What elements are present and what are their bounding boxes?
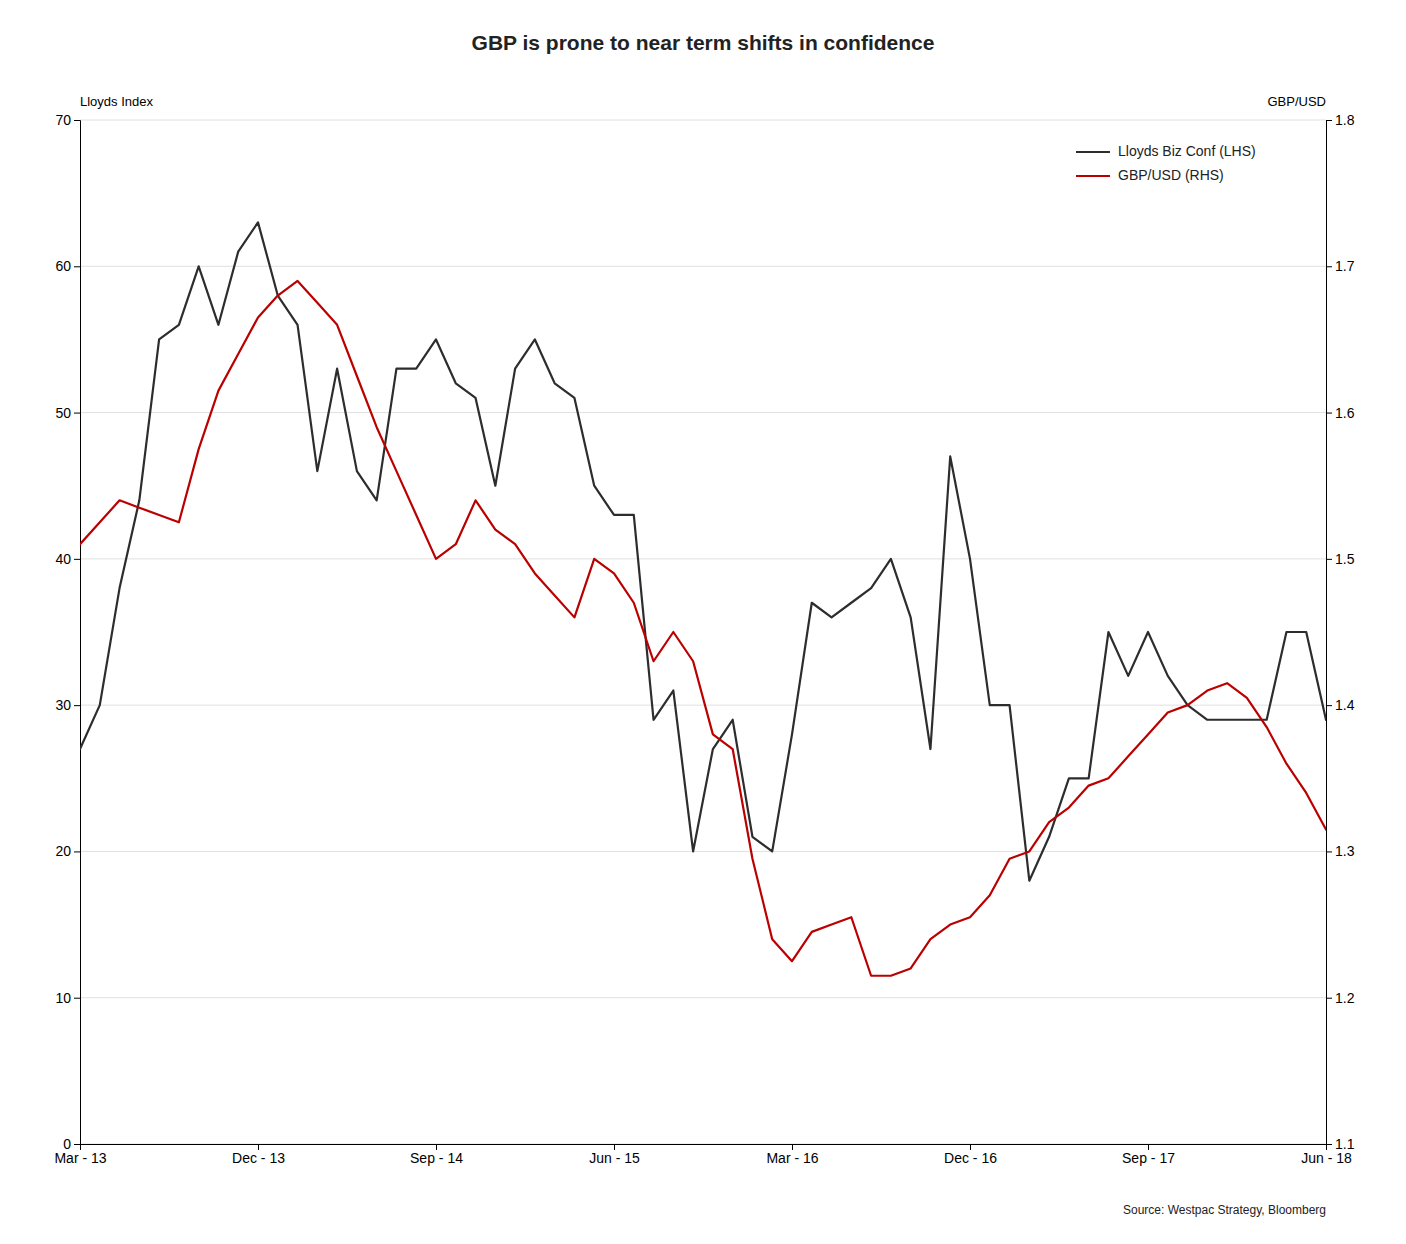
x-tick-label: Mar - 16 bbox=[766, 1150, 818, 1166]
grid-line bbox=[80, 558, 1326, 559]
y2-tick-label: 1.3 bbox=[1335, 843, 1355, 859]
x-tick: Dec - 16 bbox=[944, 1144, 997, 1166]
y-tick-mark bbox=[74, 120, 80, 121]
y-tick: 60 bbox=[55, 258, 80, 274]
plot: Mar - 13 Dec - 13 Sep - 14 Jun - 15 Mar - 16… bbox=[54, 94, 1354, 1166]
y2-tick-label: 1.2 bbox=[1335, 990, 1355, 1006]
y2-tick-mark bbox=[1326, 266, 1332, 267]
y-tick: 0 bbox=[63, 1136, 80, 1152]
lines bbox=[80, 222, 1326, 975]
y-tick: 30 bbox=[55, 697, 80, 713]
x-tick-label: Sep - 14 bbox=[410, 1150, 463, 1166]
legend-label: Lloyds Biz Conf (LHS) bbox=[1118, 143, 1256, 159]
y2-tick-mark bbox=[1326, 851, 1332, 852]
grid-line bbox=[80, 120, 1326, 121]
y2-tick: 1.8 bbox=[1326, 112, 1355, 128]
y-tick-mark bbox=[74, 559, 80, 560]
x-tick-label: Mar - 13 bbox=[54, 1150, 106, 1166]
x-tick: Jun - 15 bbox=[589, 1144, 640, 1166]
x-tick-label: Dec - 13 bbox=[232, 1150, 285, 1166]
grid-line bbox=[80, 997, 1326, 998]
legend-swatch bbox=[1076, 151, 1110, 153]
y-tick-mark bbox=[74, 266, 80, 267]
y-tick: 50 bbox=[55, 405, 80, 421]
x-tick-label: Dec - 16 bbox=[944, 1150, 997, 1166]
y-tick-label: 30 bbox=[55, 697, 71, 713]
grid bbox=[80, 120, 1326, 1144]
chart: Mar - 13 Dec - 13 Sep - 14 Jun - 15 Mar - 16… bbox=[0, 0, 1406, 1244]
x-tick-label: Jun - 15 bbox=[589, 1150, 640, 1166]
series-line bbox=[80, 281, 1326, 976]
y-tick-label: 10 bbox=[55, 990, 71, 1006]
y-tick-label: 0 bbox=[63, 1136, 71, 1152]
y-tick-label: 70 bbox=[55, 112, 71, 128]
x-tick: Mar - 16 bbox=[766, 1144, 818, 1166]
y-tick-mark bbox=[74, 851, 80, 852]
x-tick: Dec - 13 bbox=[232, 1144, 285, 1166]
grid-line bbox=[80, 705, 1326, 706]
background bbox=[0, 0, 1406, 1244]
x-tick: Sep - 17 bbox=[1122, 1144, 1175, 1166]
y2-tick: 1.4 bbox=[1326, 697, 1355, 713]
y2-tick: 1.5 bbox=[1326, 551, 1355, 567]
y2-tick-mark bbox=[1326, 120, 1332, 121]
legend-swatch bbox=[1076, 175, 1110, 177]
y2-tick: 1.2 bbox=[1326, 990, 1355, 1006]
y2-tick: 1.3 bbox=[1326, 843, 1355, 859]
y-axis-label: Lloyds Index bbox=[80, 94, 153, 109]
legend-label: GBP/USD (RHS) bbox=[1118, 167, 1224, 183]
y2-axis-label: GBP/USD bbox=[1267, 94, 1326, 109]
grid-line bbox=[80, 412, 1326, 413]
y-tick: 40 bbox=[55, 551, 80, 567]
y2-tick-mark bbox=[1326, 1144, 1332, 1145]
y2-tick-label: 1.6 bbox=[1335, 405, 1355, 421]
y-tick-mark bbox=[74, 413, 80, 414]
y-tick-label: 50 bbox=[55, 405, 71, 421]
grid-line bbox=[80, 851, 1326, 852]
y2-tick-label: 1.7 bbox=[1335, 258, 1355, 274]
title: GBP is prone to near term shifts in conf… bbox=[472, 31, 935, 54]
y2-tick-label: 1.1 bbox=[1335, 1136, 1355, 1152]
y-tick-label: 20 bbox=[55, 843, 71, 859]
y2-tick-label: 1.8 bbox=[1335, 112, 1355, 128]
axis-domain bbox=[74, 121, 81, 1145]
x-tick-label: Jun - 18 bbox=[1301, 1150, 1352, 1166]
axis-domain bbox=[1327, 121, 1333, 1145]
y-tick-mark bbox=[74, 1144, 80, 1145]
y2-tick-mark bbox=[1326, 559, 1332, 560]
y2-tick: 1.7 bbox=[1326, 258, 1355, 274]
y-tick-label: 60 bbox=[55, 258, 71, 274]
y2-tick: 1.6 bbox=[1326, 405, 1355, 421]
y2-tick-mark bbox=[1326, 413, 1332, 414]
grid-line bbox=[80, 266, 1326, 267]
series-line bbox=[80, 222, 1326, 880]
y2-axis: 1.1 1.2 1.3 1.4 1.5 1.6 1.7 1.8 bbox=[1326, 112, 1355, 1152]
x-tick-label: Sep - 17 bbox=[1122, 1150, 1175, 1166]
y2-tick-label: 1.5 bbox=[1335, 551, 1355, 567]
y2-tick-label: 1.4 bbox=[1335, 697, 1355, 713]
y-axis: 0 10 20 30 40 50 60 70 bbox=[55, 112, 80, 1152]
y2-tick: 1.1 bbox=[1326, 1136, 1355, 1152]
x-tick: Sep - 14 bbox=[410, 1144, 463, 1166]
y2-tick-mark bbox=[1326, 705, 1332, 706]
y-tick: 10 bbox=[55, 990, 80, 1006]
legend: Lloyds Biz Conf (LHS) GBP/USD (RHS) bbox=[1076, 143, 1256, 183]
y2-tick-mark bbox=[1326, 998, 1332, 999]
y-tick: 20 bbox=[55, 843, 80, 859]
y-tick-mark bbox=[74, 705, 80, 706]
y-tick: 70 bbox=[55, 112, 80, 128]
y-tick-label: 40 bbox=[55, 551, 71, 567]
x-axis: Mar - 13 Dec - 13 Sep - 14 Jun - 15 Mar - 16… bbox=[54, 1144, 1352, 1166]
y-tick-mark bbox=[74, 998, 80, 999]
source: Source: Westpac Strategy, Bloomberg bbox=[1123, 1203, 1326, 1217]
